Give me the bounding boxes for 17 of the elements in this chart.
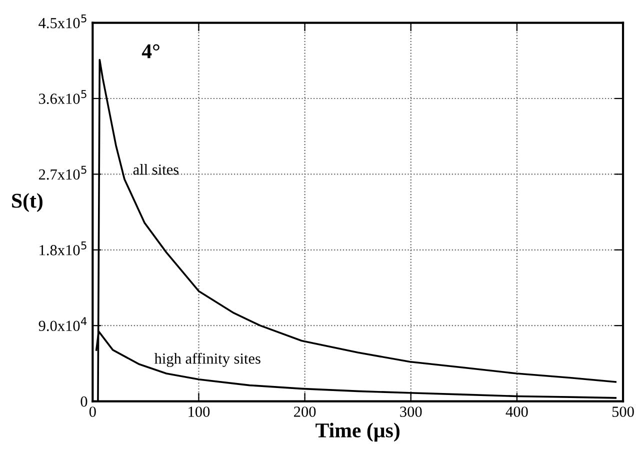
- x-axis-title: Time (µs): [316, 422, 400, 442]
- x-tick-label: 0: [89, 406, 96, 417]
- y-tick-label: 9.0x10$^{4}$: [38, 317, 87, 332]
- series-label: all sites: [133, 164, 179, 175]
- annotation: 4°: [142, 44, 160, 58]
- y-tick-label: 2.7x10$^{5}$: [38, 166, 86, 180]
- y-tick-label: 4.5x10$^{5}$: [38, 14, 86, 28]
- x-tick-label: 400: [506, 406, 528, 417]
- series-label: high affinity sites: [154, 352, 260, 367]
- x-tick-label: 100: [188, 406, 210, 417]
- y-tick-label: 0: [80, 396, 88, 407]
- y-tick-label: 3.6x10$^{5}$: [39, 90, 86, 104]
- x-tick-label: 300: [400, 406, 422, 417]
- y-tick-label: 1.8x10$^{5}$: [40, 242, 86, 256]
- x-tick-label: 200: [294, 406, 316, 417]
- y-axis-title: S(t): [12, 193, 42, 212]
- x-tick-label: 500: [612, 406, 634, 417]
